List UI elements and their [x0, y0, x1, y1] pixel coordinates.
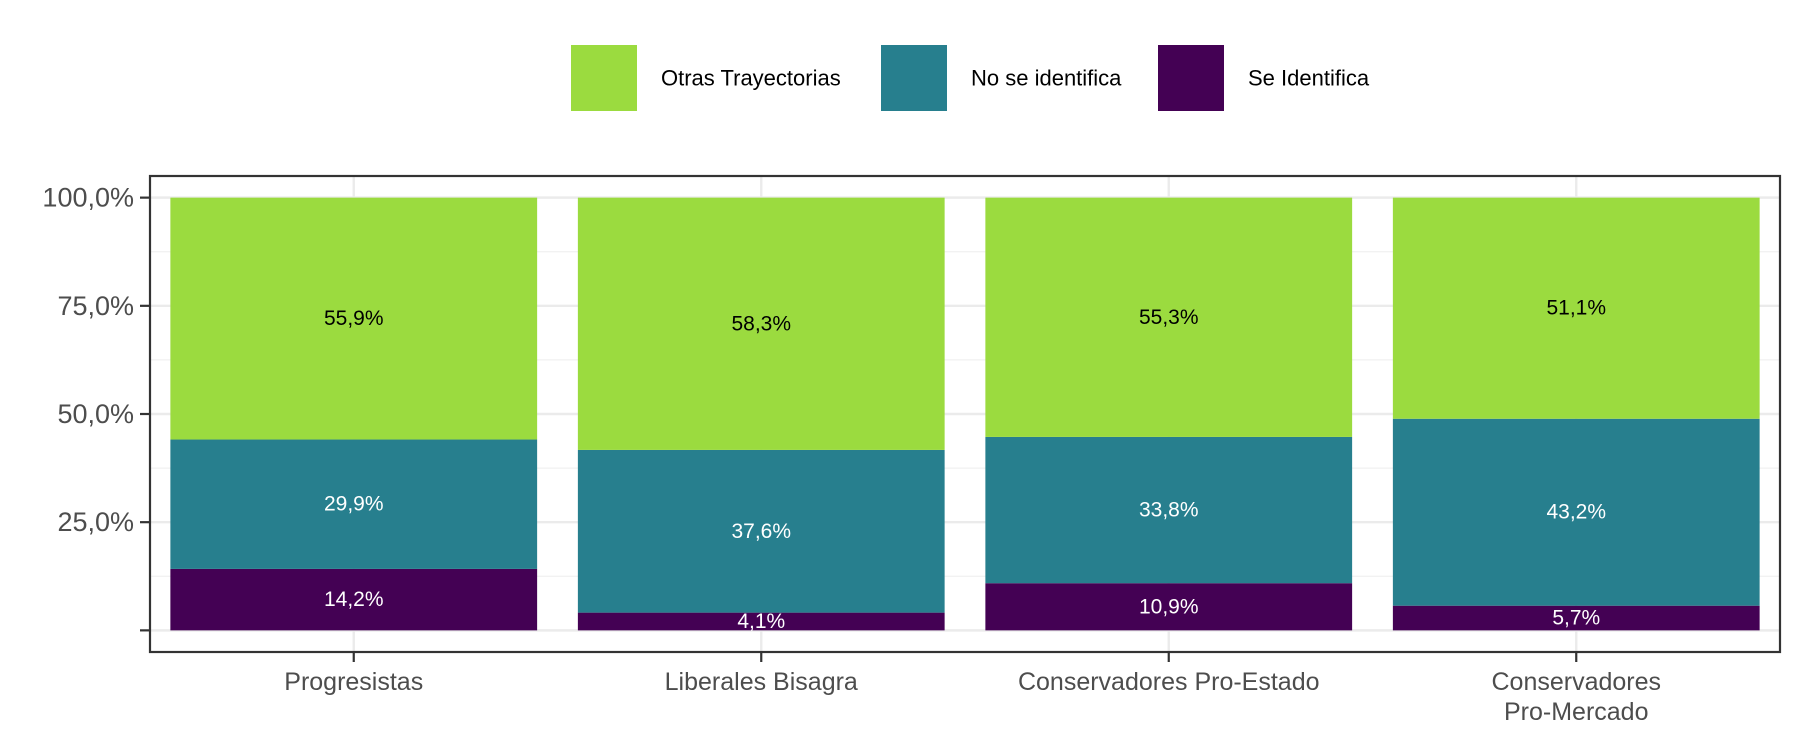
legend: Otras Trayectorias No se identifica Se Ide…: [571, 45, 1370, 111]
bar-segment-no-se-identifica: [985, 436, 1353, 584]
bars: 14,2% 29,9% 55,9% 4,1% 37,6% 58,3% 10,9% 33,8% 5…: [170, 197, 1760, 633]
legend-label: No se identifica: [971, 66, 1122, 91]
legend-key: [1158, 45, 1224, 111]
x-tick-label: Progresistas: [284, 668, 423, 696]
legend-label: Se Identifica: [1248, 66, 1370, 91]
data-label: 29,9%: [324, 493, 384, 516]
data-label: 55,3%: [1139, 306, 1199, 329]
bar-stack-conservadores-pro-mercado: 5,7% 43,2% 51,1%: [1392, 197, 1760, 631]
data-label: 14,2%: [324, 588, 384, 611]
bar-segment-otras-trayectorias: [1392, 197, 1760, 419]
x-tick-label-line: Conservadores Pro-Estado: [1018, 668, 1320, 696]
bar-segment-otras-trayectorias: [577, 197, 945, 450]
data-label: 55,9%: [324, 307, 384, 330]
bar-stack-conservadores-pro-estado: 10,9% 33,8% 55,3%: [985, 197, 1353, 631]
legend-item-se-identifica: Se Identifica: [1158, 45, 1370, 111]
x-tick-label-line: Liberales Bisagra: [665, 668, 858, 696]
legend-item-no-se-identifica: No se identifica: [881, 45, 1122, 111]
x-tick-label: Conservadores Pro-Estado: [1018, 668, 1320, 696]
bar-segment-se-identifica: [985, 583, 1353, 631]
data-label: 10,9%: [1139, 595, 1199, 618]
bar-segment-se-identifica: [1392, 605, 1760, 631]
data-label: 5,7%: [1552, 607, 1600, 630]
bar-segment-no-se-identifica: [577, 449, 945, 613]
bar-segment-se-identifica: [170, 568, 538, 631]
y-tick-label: 50,0%: [57, 399, 134, 429]
bar-stack-liberales-bisagra: 4,1% 37,6% 58,3%: [577, 197, 945, 633]
bar-segment-otras-trayectorias: [170, 197, 538, 440]
data-label: 37,6%: [731, 520, 791, 543]
bar-stack-progresistas: 14,2% 29,9% 55,9%: [170, 197, 538, 631]
y-tick-label: 100,0%: [42, 183, 134, 213]
bar-segment-se-identifica: [577, 612, 945, 631]
legend-item-otras-trayectorias: Otras Trayectorias: [571, 45, 841, 111]
legend-key: [571, 45, 637, 111]
data-label: 51,1%: [1546, 297, 1606, 320]
y-tick-label: 75,0%: [57, 291, 134, 321]
data-label: 33,8%: [1139, 499, 1199, 522]
axes: 25,0% 50,0% 75,0% 100,0% Progresistas Liberal…: [42, 174, 1782, 726]
data-label: 43,2%: [1546, 501, 1606, 524]
bar-segment-no-se-identifica: [170, 439, 538, 569]
x-tick-label-line: Conservadores: [1491, 668, 1661, 696]
bar-segment-no-se-identifica: [1392, 418, 1760, 606]
x-tick-label: Liberales Bisagra: [665, 668, 858, 696]
x-tick-label: Conservadores Pro-Mercado: [1491, 668, 1661, 726]
bar-segment-otras-trayectorias: [985, 197, 1353, 437]
data-label: 4,1%: [737, 610, 785, 633]
y-tick-label: 25,0%: [57, 507, 134, 537]
x-tick-label-line: Pro-Mercado: [1504, 698, 1649, 726]
x-tick-label-line: Progresistas: [284, 668, 423, 696]
legend-label: Otras Trayectorias: [661, 66, 841, 91]
data-label: 58,3%: [731, 312, 791, 335]
legend-key: [881, 45, 947, 111]
